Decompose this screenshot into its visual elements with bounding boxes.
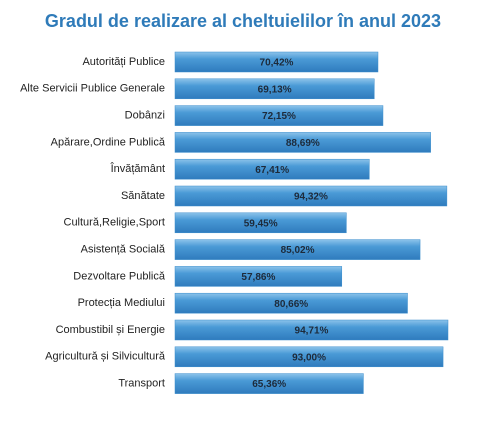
value-label: 94,32% [294, 192, 328, 203]
category-label: Autorități Publice [82, 56, 165, 68]
value-label: 88,69% [286, 138, 320, 149]
value-label: 94,71% [295, 326, 329, 337]
bar [174, 105, 384, 126]
category-label: Transport [118, 378, 165, 390]
value-label: 59,45% [244, 218, 278, 229]
value-label: 85,02% [281, 245, 315, 256]
category-label: Alte Servicii Publice Generale [20, 83, 165, 95]
bar [174, 132, 431, 153]
category-label: Dobânzi [125, 110, 165, 122]
bar [174, 239, 421, 260]
bar [174, 373, 364, 394]
bar [174, 185, 448, 207]
value-label: 72,15% [262, 111, 296, 122]
bar [174, 158, 370, 180]
category-label: Combustibil și Energie [56, 324, 165, 336]
value-label: 65,36% [252, 379, 286, 390]
value-label: 67,41% [255, 165, 289, 176]
chart-title: Gradul de realizare al cheltuielilor în … [45, 11, 441, 31]
category-label: Cultură,Religie,Sport [64, 217, 166, 229]
bar [174, 51, 379, 73]
bar [174, 78, 375, 100]
bar [174, 212, 347, 234]
value-label: 70,42% [260, 58, 294, 69]
category-label: Apărare,Ordine Publică [51, 136, 166, 148]
value-label: 57,86% [241, 272, 275, 283]
value-label: 93,00% [292, 352, 326, 363]
value-label: 69,13% [258, 84, 292, 95]
category-label: Protecția Mediului [78, 297, 165, 309]
category-label: Asistență Socială [81, 244, 166, 256]
category-label: Sănătate [121, 190, 165, 202]
category-label: Dezvoltare Publică [73, 270, 166, 282]
value-label: 80,66% [274, 299, 308, 310]
category-label: Agricultură și Silvicultură [45, 351, 166, 363]
category-label: Învățământ [110, 162, 165, 175]
bar [174, 346, 444, 368]
bar [174, 292, 408, 314]
bar [174, 319, 449, 341]
bar [174, 266, 343, 287]
